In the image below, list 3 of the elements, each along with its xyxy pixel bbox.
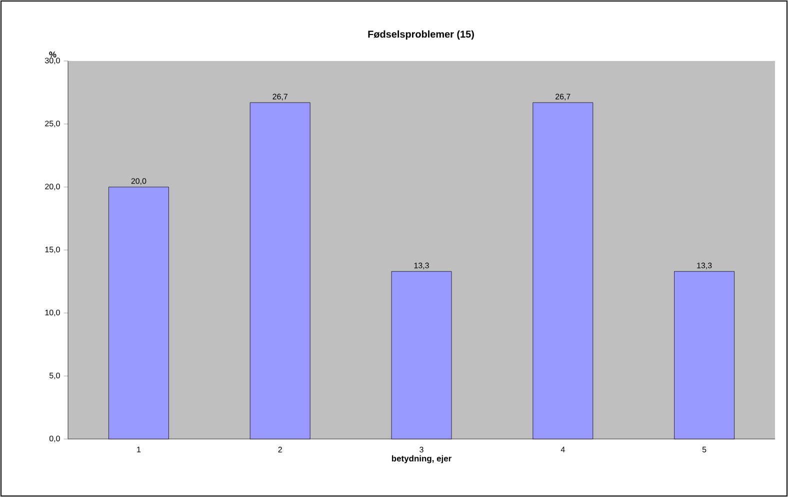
chart-title: Fødselsproblemer (15) xyxy=(368,30,474,40)
x-axis-title: betydning, ejer xyxy=(392,455,452,464)
y-axis-title: % xyxy=(49,52,56,58)
